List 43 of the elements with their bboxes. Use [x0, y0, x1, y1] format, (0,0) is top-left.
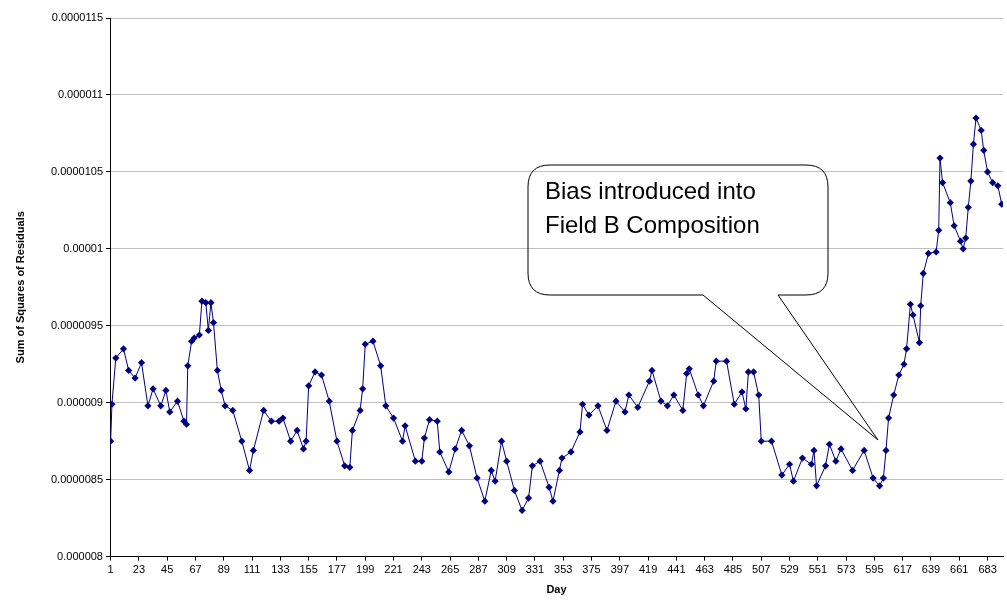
- x-tick-label: 111: [243, 563, 261, 576]
- y-tick-label: 0.0000105: [51, 164, 103, 177]
- x-tick-label: 265: [440, 563, 460, 576]
- x-tick-label: 683: [978, 563, 997, 576]
- y-tick-label: 0.00001: [63, 241, 103, 254]
- x-tick-label: 221: [384, 563, 403, 576]
- x-tick-label: 331: [525, 563, 545, 576]
- y-tick-label: 0.0000085: [51, 472, 103, 485]
- x-tick-label: 551: [808, 563, 828, 576]
- x-tick-label: 133: [271, 563, 290, 576]
- x-tick-label: 1: [107, 563, 114, 576]
- x-tick-label: 375: [582, 563, 601, 576]
- y-tick-label: 0.000008: [57, 549, 103, 562]
- x-tick-label: 243: [412, 563, 431, 576]
- y-tick-label: 0.000009: [57, 395, 103, 408]
- y-tick-label: 0.000011: [57, 87, 103, 100]
- x-tick-label: 507: [752, 563, 771, 576]
- x-tick-label: 617: [893, 563, 912, 576]
- x-tick-label: 309: [497, 563, 516, 576]
- x-tick-label: 353: [554, 563, 573, 576]
- x-tick-label: 397: [610, 563, 630, 576]
- x-tick-label: 661: [950, 563, 969, 576]
- x-tick-label: 287: [469, 563, 488, 576]
- x-tick-label: 595: [865, 563, 884, 576]
- x-tick-label: 199: [356, 563, 375, 576]
- x-tick-label: 67: [189, 563, 202, 576]
- x-tick-label: 639: [921, 563, 941, 576]
- x-tick-label: 177: [327, 563, 347, 576]
- x-tick-label: 89: [217, 563, 230, 576]
- x-tick-label: 573: [836, 563, 856, 576]
- annotation: Bias introduced into Field B Composition: [545, 176, 760, 238]
- y-tick-label: 0.0000095: [51, 318, 103, 331]
- x-tick-label: 419: [638, 563, 658, 576]
- x-tick-label: 441: [667, 563, 686, 576]
- x-tick-label: 529: [780, 563, 799, 576]
- x-axis-title: Day: [546, 583, 568, 596]
- x-tick-label: 45: [161, 563, 174, 576]
- x-tick-label: 23: [132, 563, 146, 576]
- x-tick-label: 485: [723, 563, 743, 576]
- y-axis-title: Sum of Squares of Residuals: [13, 211, 26, 364]
- x-tick-label: 155: [299, 563, 318, 576]
- x-tick-label: 463: [695, 563, 714, 576]
- y-tick-label: 0.0000115: [51, 11, 103, 24]
